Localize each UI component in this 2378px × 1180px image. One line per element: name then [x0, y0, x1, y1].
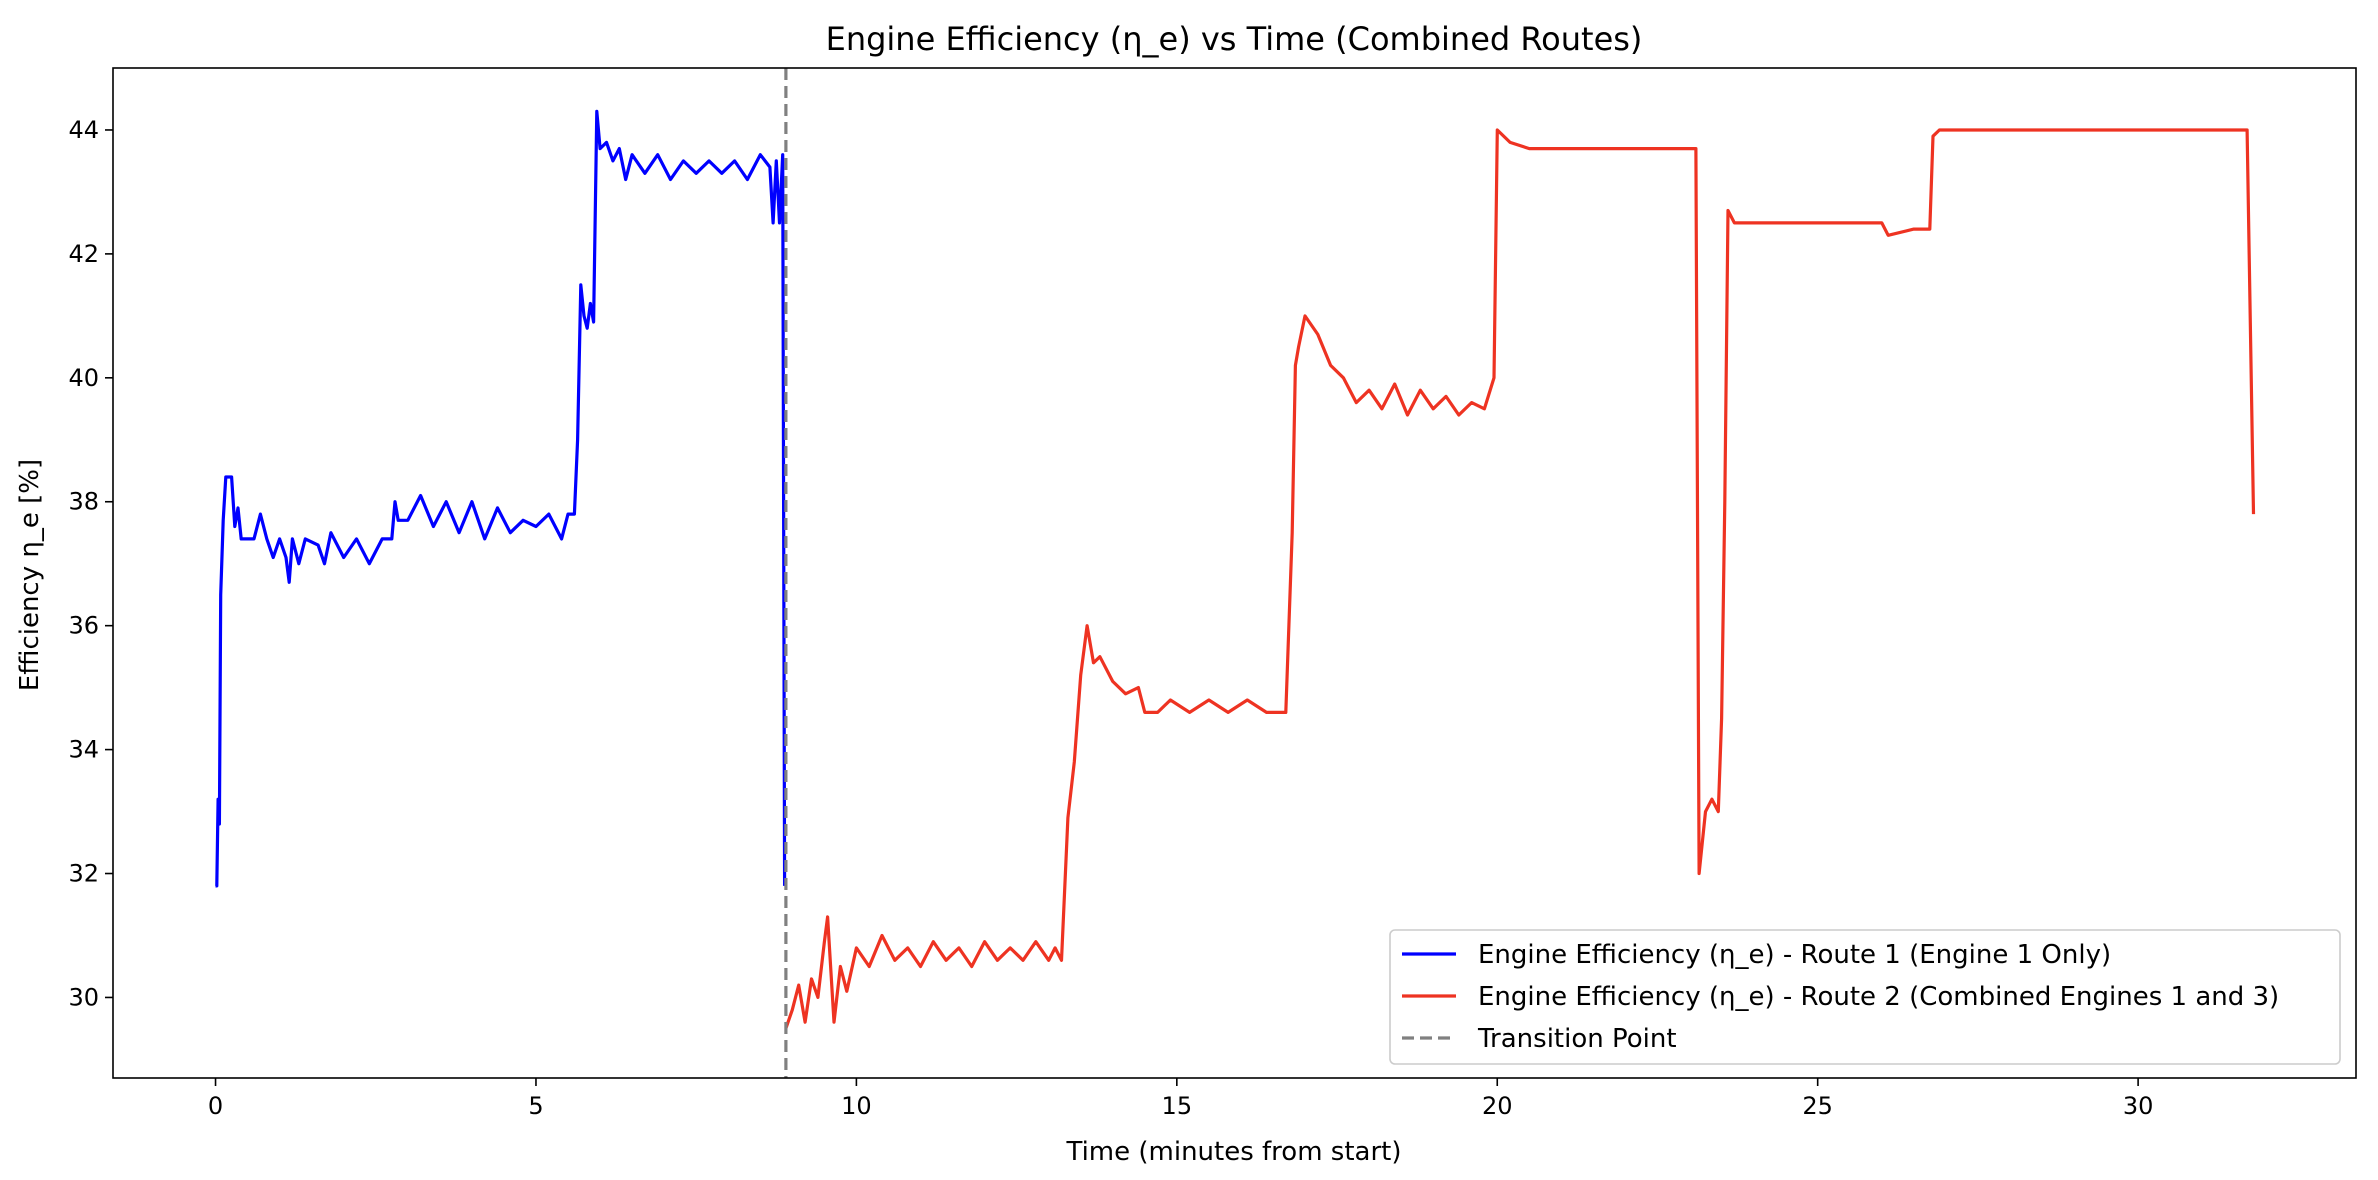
y-tick-label: 36	[68, 612, 99, 640]
y-tick-label: 34	[68, 736, 99, 764]
x-tick-label: 25	[1802, 1092, 1833, 1120]
plot-area	[215, 68, 2256, 1078]
legend-label-2: Engine Efficiency (η_e) - Route 2 (Combi…	[1478, 982, 2279, 1012]
legend-label-3: Transition Point	[1477, 1024, 1677, 1054]
x-tick-label: 0	[208, 1092, 223, 1120]
y-tick-label: 38	[68, 488, 99, 516]
axes: 0 5 10 15 20 25 30 30 32 34 36 38 40 42 44	[68, 67, 2357, 1120]
y-tick-label: 44	[68, 116, 99, 144]
series-line-1	[215, 109, 787, 888]
series-line-2	[784, 128, 2256, 1029]
chart-title: Engine Efficiency (η_e) vs Time (Combine…	[826, 20, 1643, 58]
y-tick-label: 30	[68, 983, 99, 1011]
y-tick-label: 40	[68, 364, 99, 392]
x-tick-label: 20	[1482, 1092, 1513, 1120]
y-tick-label: 42	[68, 240, 99, 268]
x-axis-title: Time (minutes from start)	[1065, 1137, 1401, 1167]
x-tick-label: 10	[841, 1092, 872, 1120]
x-tick-label: 15	[1162, 1092, 1193, 1120]
x-tick-label: 5	[528, 1092, 543, 1120]
legend-label-1: Engine Efficiency (η_e) - Route 1 (Engin…	[1478, 940, 2111, 970]
x-tick-label: 30	[2123, 1092, 2154, 1120]
legend: Engine Efficiency (η_e) - Route 1 (Engin…	[1389, 929, 2341, 1065]
y-tick-label: 32	[68, 860, 99, 888]
y-axis-title: Efficiency η_e [%]	[15, 459, 45, 691]
legend-box	[1389, 929, 2341, 1065]
plot-frame	[112, 67, 2357, 1079]
